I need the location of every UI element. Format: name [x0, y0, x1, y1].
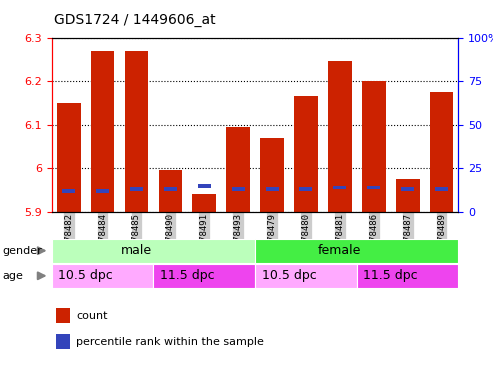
Bar — [52, 264, 153, 288]
Bar — [255, 239, 458, 262]
Bar — [435, 187, 448, 191]
Text: count: count — [76, 310, 107, 321]
Text: male: male — [121, 244, 152, 257]
Bar — [299, 187, 313, 191]
Bar — [192, 194, 216, 212]
Bar — [56, 334, 70, 349]
Bar — [362, 81, 386, 212]
Bar — [266, 187, 279, 191]
Bar — [260, 138, 284, 212]
Text: gender: gender — [2, 246, 42, 256]
Text: 11.5 dpc: 11.5 dpc — [363, 269, 418, 282]
Text: GDS1724 / 1449606_at: GDS1724 / 1449606_at — [54, 13, 216, 27]
Bar — [125, 51, 148, 212]
Text: 11.5 dpc: 11.5 dpc — [160, 269, 214, 282]
Bar — [164, 187, 177, 191]
Text: age: age — [2, 271, 23, 281]
Bar — [232, 187, 245, 191]
Bar — [328, 62, 352, 212]
Bar — [367, 186, 380, 189]
Bar — [159, 171, 182, 212]
Bar — [255, 264, 357, 288]
Text: percentile rank within the sample: percentile rank within the sample — [76, 337, 264, 347]
Bar — [57, 103, 80, 212]
Bar — [430, 92, 454, 212]
Bar — [96, 189, 109, 193]
Bar — [198, 184, 211, 188]
Bar — [357, 264, 458, 288]
Bar — [396, 179, 420, 212]
Bar — [56, 308, 70, 323]
Bar — [226, 127, 250, 212]
Text: 10.5 dpc: 10.5 dpc — [58, 269, 113, 282]
Bar — [333, 186, 347, 189]
Bar — [130, 187, 143, 191]
Bar — [294, 96, 318, 212]
Bar — [401, 187, 414, 191]
Bar — [62, 189, 75, 193]
Bar — [52, 239, 255, 262]
Bar — [153, 264, 255, 288]
Bar — [91, 51, 114, 212]
Text: female: female — [318, 244, 361, 257]
Text: 10.5 dpc: 10.5 dpc — [262, 269, 317, 282]
